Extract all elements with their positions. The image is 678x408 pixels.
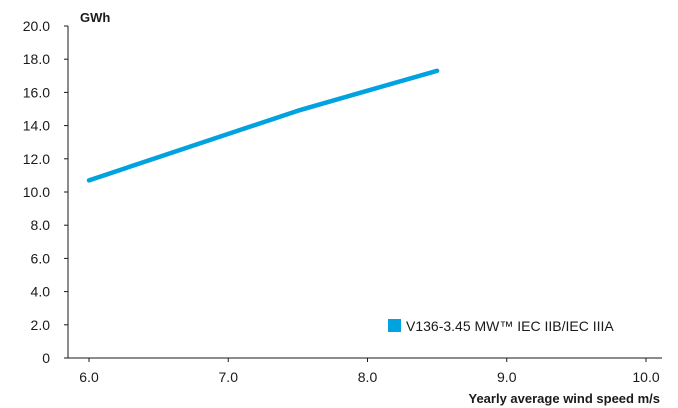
y-tick-label: 2.0 xyxy=(31,317,51,333)
x-axis-title: Yearly average wind speed m/s xyxy=(469,391,661,406)
series-line xyxy=(86,68,440,183)
y-tick-label: 10.0 xyxy=(23,184,50,200)
x-tick-label: 9.0 xyxy=(497,369,517,385)
y-axis-title: GWh xyxy=(80,10,110,25)
x-tick-label: 6.0 xyxy=(79,369,99,385)
y-tick-label: 14.0 xyxy=(23,118,50,134)
y-tick-label: 0 xyxy=(42,350,50,366)
x-tick-label: 8.0 xyxy=(358,369,378,385)
legend-swatch xyxy=(388,319,401,332)
y-tick-label: 20.0 xyxy=(23,18,50,34)
axes xyxy=(67,26,662,359)
y-tick-label: 16.0 xyxy=(23,84,50,100)
y-tick-label: 18.0 xyxy=(23,51,50,67)
x-axis-ticks: 6.0 7.0 8.0 9.0 10.0 xyxy=(79,358,660,385)
y-tick-label: 6.0 xyxy=(31,250,51,266)
x-tick-label: 10.0 xyxy=(632,369,659,385)
x-tick-label: 7.0 xyxy=(219,369,239,385)
y-tick-label: 8.0 xyxy=(31,217,51,233)
legend: V136-3.45 MW™ IEC IIB/IEC IIIA xyxy=(388,318,614,334)
y-axis-ticks: 0 2.0 4.0 6.0 8.0 10.0 12.0 14.0 16.0 18.0 20.0 xyxy=(23,18,68,366)
legend-label: V136-3.45 MW™ IEC IIB/IEC IIIA xyxy=(406,318,614,334)
y-tick-label: 4.0 xyxy=(31,284,51,300)
series-group xyxy=(86,68,440,183)
y-tick-label: 12.0 xyxy=(23,151,50,167)
